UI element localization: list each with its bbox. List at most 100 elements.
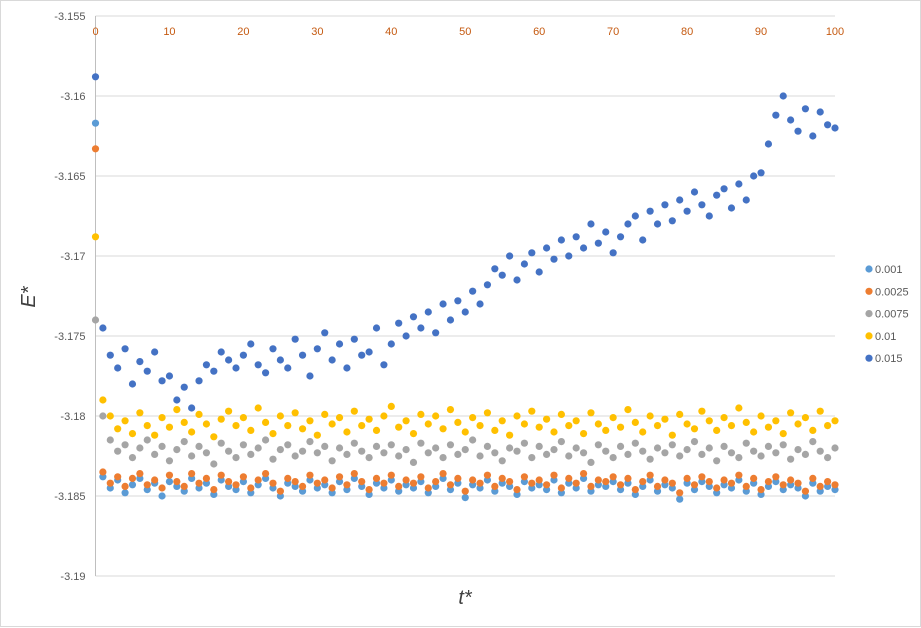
data-point (794, 420, 802, 428)
data-point (114, 364, 122, 372)
data-point (358, 351, 366, 359)
data-point (306, 438, 314, 446)
data-point (483, 281, 492, 289)
data-point (180, 418, 188, 426)
x-tick-label: 40 (385, 26, 397, 38)
data-point (114, 447, 122, 455)
data-point (173, 396, 181, 404)
data-point (528, 407, 536, 415)
data-point (720, 414, 728, 422)
y-tick-label: -3.155 (54, 11, 85, 23)
data-point (535, 268, 543, 276)
data-point (232, 364, 240, 372)
data-point (757, 486, 765, 494)
data-point (698, 407, 706, 415)
data-point (824, 422, 832, 430)
data-point (787, 476, 795, 484)
data-point (343, 450, 351, 458)
data-point (121, 417, 129, 425)
data-point (831, 124, 839, 132)
data-point (247, 426, 255, 434)
data-point (735, 471, 743, 479)
data-point (106, 436, 114, 444)
data-point (727, 479, 736, 487)
data-point (188, 404, 196, 412)
data-point (446, 406, 455, 414)
data-point (676, 495, 684, 503)
data-point (365, 348, 373, 356)
x-tick-label: 50 (459, 26, 471, 38)
data-point (631, 439, 639, 447)
data-point (624, 220, 632, 228)
data-point (557, 484, 565, 492)
data-point (639, 447, 647, 455)
data-point (735, 180, 743, 188)
data-point (565, 474, 573, 482)
data-point (328, 420, 336, 428)
data-point (417, 439, 425, 447)
data-point (535, 442, 543, 450)
data-point (616, 423, 625, 431)
legend-marker (865, 310, 873, 318)
data-point (380, 449, 388, 457)
data-point (742, 418, 750, 426)
data-point (387, 340, 395, 348)
data-point (668, 479, 676, 487)
data-point (232, 481, 240, 489)
data-point (550, 428, 558, 436)
data-point (335, 340, 344, 348)
data-point (631, 486, 639, 494)
data-point (91, 233, 100, 241)
data-point (402, 446, 410, 454)
data-point (676, 452, 684, 460)
data-point (432, 478, 440, 486)
data-point (446, 441, 455, 449)
data-point (328, 484, 336, 492)
data-point (239, 414, 247, 422)
data-point (395, 319, 403, 327)
data-point (831, 417, 839, 425)
data-point (498, 457, 506, 465)
data-point (787, 455, 795, 463)
data-point (91, 145, 100, 153)
data-point (550, 446, 558, 454)
data-point (476, 452, 484, 460)
data-point (143, 436, 151, 444)
data-point (542, 244, 551, 252)
data-point (417, 324, 425, 332)
data-point (668, 217, 676, 225)
data-point (321, 476, 329, 484)
data-point (365, 486, 373, 494)
data-point (528, 454, 536, 462)
data-point (188, 452, 196, 460)
data-point (787, 409, 795, 417)
data-point (158, 492, 166, 500)
data-point (417, 473, 425, 481)
data-point (557, 236, 565, 244)
data-point (195, 410, 203, 418)
data-point (202, 474, 211, 482)
data-point (653, 422, 662, 430)
data-point (372, 324, 381, 332)
data-point (91, 73, 100, 81)
data-point (165, 372, 174, 380)
data-point (713, 191, 721, 199)
data-point (801, 414, 810, 422)
data-point (284, 474, 292, 482)
data-point (380, 412, 388, 420)
data-point (542, 415, 551, 423)
data-point (483, 442, 492, 450)
data-point (158, 484, 166, 492)
data-point (809, 132, 817, 140)
data-point (720, 442, 728, 450)
data-point (225, 356, 233, 364)
data-point (809, 426, 817, 434)
data-point (750, 428, 758, 436)
data-point (395, 423, 403, 431)
data-point (587, 220, 595, 228)
data-point (143, 481, 151, 489)
data-point (232, 422, 240, 430)
data-point (824, 478, 832, 486)
data-point (387, 471, 395, 479)
